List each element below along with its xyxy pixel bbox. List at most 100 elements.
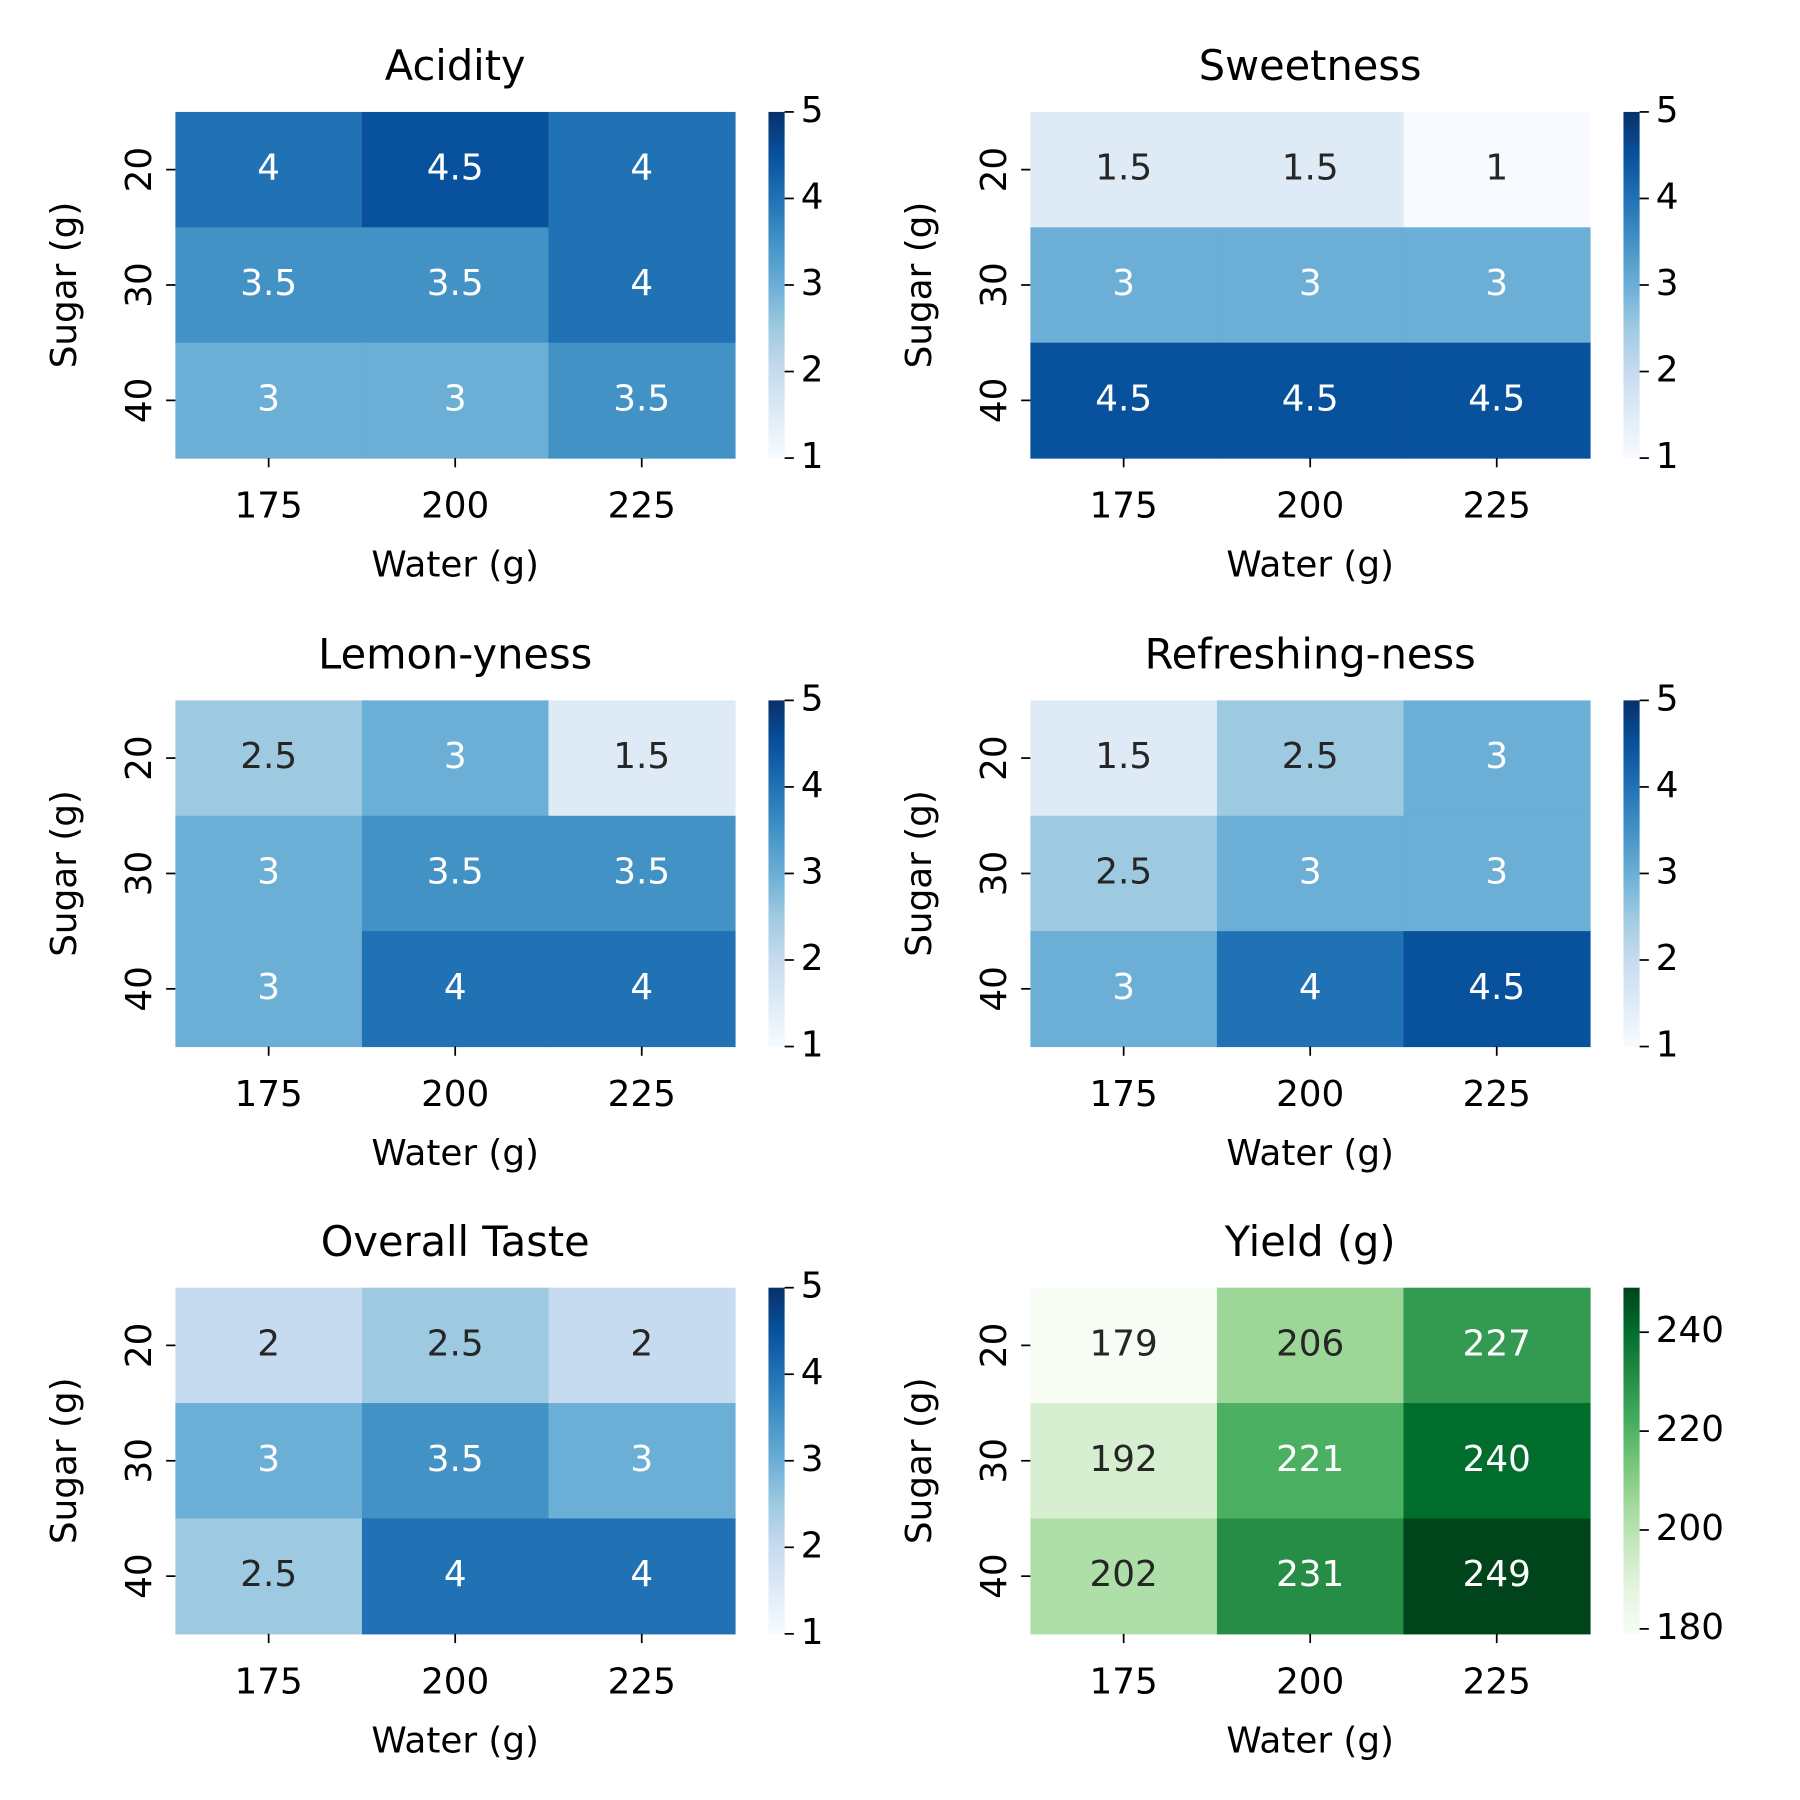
x-tick-label: 225 bbox=[1463, 486, 1531, 527]
cell-annotation: 1.5 bbox=[1095, 736, 1152, 777]
cell-annotation: 4 bbox=[257, 148, 280, 189]
x-tick-label: 200 bbox=[1276, 1074, 1344, 1115]
heatmap-cell bbox=[1403, 1403, 1591, 1520]
heatmap-cell bbox=[1403, 700, 1591, 817]
y-tick-label: 30 bbox=[119, 262, 160, 308]
heatmap-cell bbox=[1403, 1287, 1591, 1404]
cell-annotation: 4.5 bbox=[427, 148, 484, 189]
cell-annotation: 3.5 bbox=[613, 378, 670, 419]
x-tick-label: 175 bbox=[1090, 1074, 1158, 1115]
cell-annotation: 4 bbox=[630, 967, 653, 1008]
cell-annotation: 3 bbox=[1112, 967, 1135, 1008]
x-tick-label: 200 bbox=[1276, 486, 1344, 527]
heatmap-cell bbox=[361, 931, 550, 1048]
y-tick-label: 20 bbox=[974, 1323, 1015, 1369]
x-tick-label: 225 bbox=[1463, 1661, 1531, 1702]
heatmap-cell bbox=[548, 1518, 736, 1635]
heatmap-cell bbox=[1030, 700, 1218, 817]
y-tick-label: 20 bbox=[119, 147, 160, 193]
cell-annotation: 3.5 bbox=[427, 1439, 484, 1480]
heatmap-cell bbox=[1216, 931, 1405, 1048]
x-tick-label: 200 bbox=[421, 1661, 489, 1702]
heatmap-cell bbox=[1030, 227, 1218, 344]
heatmap-cell bbox=[361, 1403, 550, 1520]
colorbar-tick-label: 2 bbox=[801, 938, 824, 979]
x-axis-label: Water (g) bbox=[1226, 1720, 1394, 1761]
cell-annotation: 221 bbox=[1276, 1439, 1344, 1480]
cell-annotation: 4 bbox=[444, 1554, 467, 1595]
cell-annotation: 3 bbox=[1299, 851, 1322, 892]
cell-annotation: 2.5 bbox=[240, 736, 297, 777]
colorbar-tick-label: 1 bbox=[801, 1025, 824, 1066]
cell-annotation: 3 bbox=[257, 378, 280, 419]
y-tick-label: 40 bbox=[974, 1553, 1015, 1599]
cell-annotation: 1.5 bbox=[1282, 148, 1339, 189]
heatmap-cell bbox=[1030, 1403, 1218, 1520]
heatmap-cell bbox=[1030, 815, 1218, 932]
x-tick-label: 175 bbox=[235, 1661, 303, 1702]
x-tick-label: 175 bbox=[235, 486, 303, 527]
y-axis-label: Sugar (g) bbox=[899, 790, 940, 957]
cell-annotation: 3.5 bbox=[427, 851, 484, 892]
heatmap-cell bbox=[1216, 111, 1405, 228]
y-tick-label: 30 bbox=[119, 1438, 160, 1484]
colorbar-tick-label: 5 bbox=[801, 90, 824, 131]
colorbar-tick-label: 4 bbox=[801, 765, 824, 806]
y-tick-label: 20 bbox=[974, 735, 1015, 781]
y-axis-label: Sugar (g) bbox=[44, 790, 85, 957]
y-axis-label: Sugar (g) bbox=[899, 202, 940, 369]
cell-annotation: 3 bbox=[1299, 263, 1322, 304]
x-tick-label: 200 bbox=[1276, 1661, 1344, 1702]
cell-annotation: 4 bbox=[630, 263, 653, 304]
colorbar-tick-label: 3 bbox=[801, 263, 824, 304]
heatmap-cell bbox=[548, 700, 736, 817]
cell-annotation: 227 bbox=[1463, 1323, 1531, 1364]
cell-annotation: 249 bbox=[1463, 1554, 1531, 1595]
heatmap-cell bbox=[175, 111, 363, 228]
heatmap-cell bbox=[361, 815, 550, 932]
colorbar bbox=[768, 1287, 785, 1634]
heatmap-cell bbox=[548, 227, 736, 344]
heatmap-cell bbox=[361, 700, 550, 817]
colorbar-tick-label: 3 bbox=[801, 1439, 824, 1480]
colorbar-tick-label: 3 bbox=[1656, 851, 1679, 892]
cell-annotation: 4.5 bbox=[1282, 378, 1339, 419]
colorbar-tick-label: 4 bbox=[801, 1352, 824, 1393]
x-tick-label: 200 bbox=[421, 1074, 489, 1115]
cell-annotation: 3 bbox=[257, 851, 280, 892]
cell-annotation: 3 bbox=[444, 736, 467, 777]
cell-annotation: 192 bbox=[1090, 1439, 1158, 1480]
cell-annotation: 1 bbox=[1485, 148, 1508, 189]
heatmap-cell bbox=[548, 111, 736, 228]
y-axis-label: Sugar (g) bbox=[44, 1377, 85, 1544]
x-tick-label: 225 bbox=[608, 1661, 676, 1702]
heatmap-cell bbox=[548, 1287, 736, 1404]
cell-annotation: 2 bbox=[257, 1323, 280, 1364]
heatmap-cell bbox=[1030, 342, 1218, 459]
colorbar-tick-label: 2 bbox=[801, 1525, 824, 1566]
heatmap-cell bbox=[1403, 931, 1591, 1048]
x-tick-label: 175 bbox=[1090, 1661, 1158, 1702]
colorbar-tick-label: 180 bbox=[1656, 1607, 1724, 1648]
cell-annotation: 3 bbox=[257, 967, 280, 1008]
colorbar-tick-label: 1 bbox=[801, 436, 824, 477]
heatmap-cell bbox=[175, 1287, 363, 1404]
heatmap-cell bbox=[361, 111, 550, 228]
cell-annotation: 3 bbox=[1112, 263, 1135, 304]
heatmap-cell bbox=[1030, 931, 1218, 1048]
x-axis-label: Water (g) bbox=[1226, 545, 1394, 586]
cell-annotation: 1.5 bbox=[1095, 148, 1152, 189]
x-tick-label: 225 bbox=[608, 486, 676, 527]
x-tick-label: 175 bbox=[1090, 486, 1158, 527]
x-axis-label: Water (g) bbox=[371, 1720, 539, 1761]
colorbar-tick-label: 2 bbox=[1656, 350, 1679, 391]
panel-title: Overall Taste bbox=[321, 1217, 590, 1266]
cell-annotation: 3 bbox=[1485, 736, 1508, 777]
heatmap-cell bbox=[1216, 342, 1405, 459]
x-tick-label: 175 bbox=[235, 1074, 303, 1115]
x-axis-label: Water (g) bbox=[1226, 1133, 1394, 1174]
x-tick-label: 200 bbox=[421, 486, 489, 527]
heatmap-cell bbox=[548, 1403, 736, 1520]
y-tick-label: 40 bbox=[974, 378, 1015, 424]
